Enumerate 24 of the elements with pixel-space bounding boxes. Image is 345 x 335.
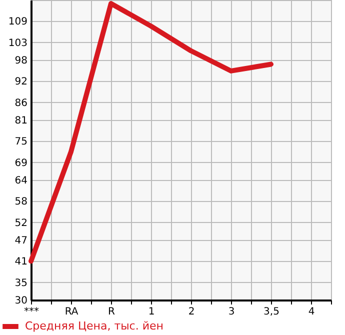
y-tick-label: 64 — [14, 176, 28, 186]
y-tick-label: 86 — [14, 98, 28, 109]
y-tick-label: 109 — [8, 16, 28, 28]
y-tick-label: 98 — [14, 56, 28, 66]
y-tick-label: 30 — [14, 296, 28, 306]
y-tick-label: 103 — [8, 38, 28, 49]
y-tick-label: 52 — [14, 218, 28, 229]
x-tick-label: RA — [64, 306, 78, 318]
x-tick-label: 3,5 — [264, 306, 280, 318]
y-tick-label: 81 — [14, 116, 28, 126]
y-tick-label: 41 — [14, 256, 28, 268]
x-tick-label: 1 — [148, 306, 155, 318]
x-tick-label: *** — [24, 306, 39, 318]
legend-label: Средняя Цена, тыс. йен — [25, 320, 164, 332]
x-tick-label: R — [108, 306, 116, 318]
x-tick-label: 2 — [188, 306, 195, 318]
x-tick-label: 3 — [228, 306, 235, 318]
y-tick-label: 35 — [14, 278, 28, 289]
y-tick-label: 92 — [14, 76, 28, 88]
y-tick-label: 58 — [14, 196, 28, 208]
y-tick-label: 47 — [14, 236, 28, 246]
y-tick-label: 69 — [14, 158, 28, 169]
y-tick-label: 75 — [14, 136, 28, 148]
x-tick-label: 4 — [308, 306, 315, 318]
